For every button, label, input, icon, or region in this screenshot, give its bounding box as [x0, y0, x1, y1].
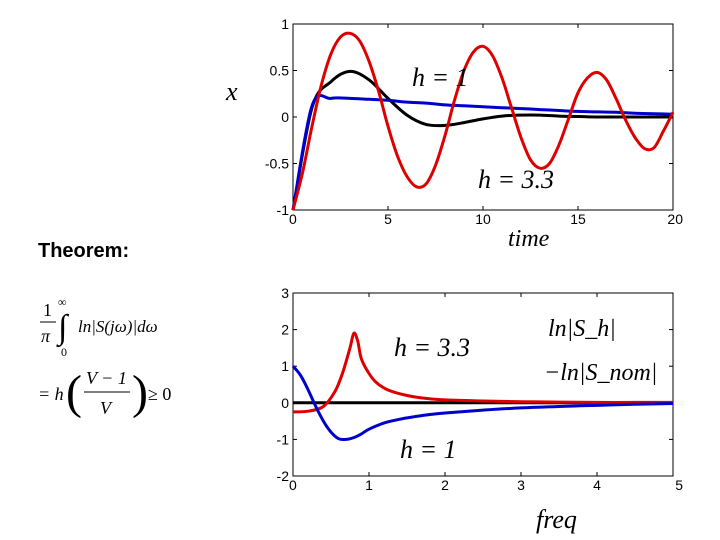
- formula-frac-num: 1: [43, 300, 52, 320]
- formula-integral-upper: ∞: [58, 295, 67, 309]
- time-response-chart: 0 5 10 15 20 1 0.5 0 -0.5 -1 x time h = 1 h = 3.3: [225, 16, 683, 252]
- x-tick-label: 0: [289, 477, 297, 493]
- x-tick-label: 0: [289, 211, 297, 227]
- annotation-h33-bottom: h = 3.3: [394, 333, 470, 362]
- y-axis-label-top: x: [225, 77, 238, 106]
- y-tick-label: -0.5: [265, 156, 289, 172]
- y-tick-label: 0.5: [270, 63, 290, 79]
- formula-integral-lower: 0: [61, 345, 67, 359]
- y-tick-label: 1: [281, 16, 289, 32]
- y-tick-label: -1: [277, 202, 290, 218]
- x-tick-label: 1: [365, 477, 373, 493]
- chart-frame-bottom: [292, 292, 674, 477]
- x-tick-label: 3: [517, 477, 525, 493]
- y-tick-label: 1: [281, 358, 289, 374]
- formula-frac-den: π: [41, 326, 51, 346]
- x-axis-label-top: time: [508, 226, 550, 252]
- series-line-0: [291, 69, 673, 211]
- y-tick-label: 0: [281, 109, 289, 125]
- formula-paren-num: V − 1: [86, 368, 127, 388]
- x-tick-label: 2: [441, 477, 449, 493]
- paren-left: (: [66, 366, 82, 419]
- integral-sign: ∫: [56, 309, 70, 348]
- y-tick-label: 0: [281, 395, 289, 411]
- x-tick-label: 15: [570, 211, 586, 227]
- x-tick-label: 4: [593, 477, 601, 493]
- annotation-h1-top: h = 1: [412, 63, 469, 92]
- series-line-1: [292, 331, 673, 414]
- annotation-h1-bottom: h = 1: [400, 435, 457, 464]
- legend-entry-sh: ln|S_h|: [548, 316, 616, 342]
- theorem-label: Theorem:: [38, 240, 130, 262]
- y-tick-label: 2: [281, 322, 289, 338]
- bode-integral-formula: 1 π ∫ ∞ 0 ln|S(jω)|dω = h ( V − 1 V ) ≥ …: [38, 295, 171, 419]
- formula-line2: = h: [38, 384, 64, 404]
- y-tick-label: -1: [277, 431, 290, 447]
- x-axis-label-bottom: freq: [536, 505, 577, 534]
- formula-paren-den: V: [100, 398, 113, 418]
- series-line-2: [291, 31, 675, 211]
- legend-entry-snom: −ln|S_nom|: [544, 360, 657, 386]
- y-tick-label: -2: [277, 468, 290, 484]
- formula-integrand: ln|S(jω)|dω: [78, 317, 158, 336]
- y-tick-label: 3: [281, 285, 289, 301]
- x-tick-label: 20: [667, 211, 683, 227]
- formula-inequality: ≥ 0: [148, 384, 171, 404]
- x-tick-label: 5: [384, 211, 392, 227]
- x-tick-label: 10: [475, 211, 491, 227]
- annotation-h33-top: h = 3.3: [478, 165, 554, 194]
- series-line-2: [291, 365, 674, 442]
- paren-right: ): [132, 366, 148, 419]
- x-tick-label: 5: [675, 477, 683, 493]
- series-line-1: [291, 94, 674, 211]
- frequency-sensitivity-chart: 0 1 2 3 4 5 3 2 1 0 -1 -2 freq h = 3.3 h = 1 ln|S_h…: [277, 285, 684, 534]
